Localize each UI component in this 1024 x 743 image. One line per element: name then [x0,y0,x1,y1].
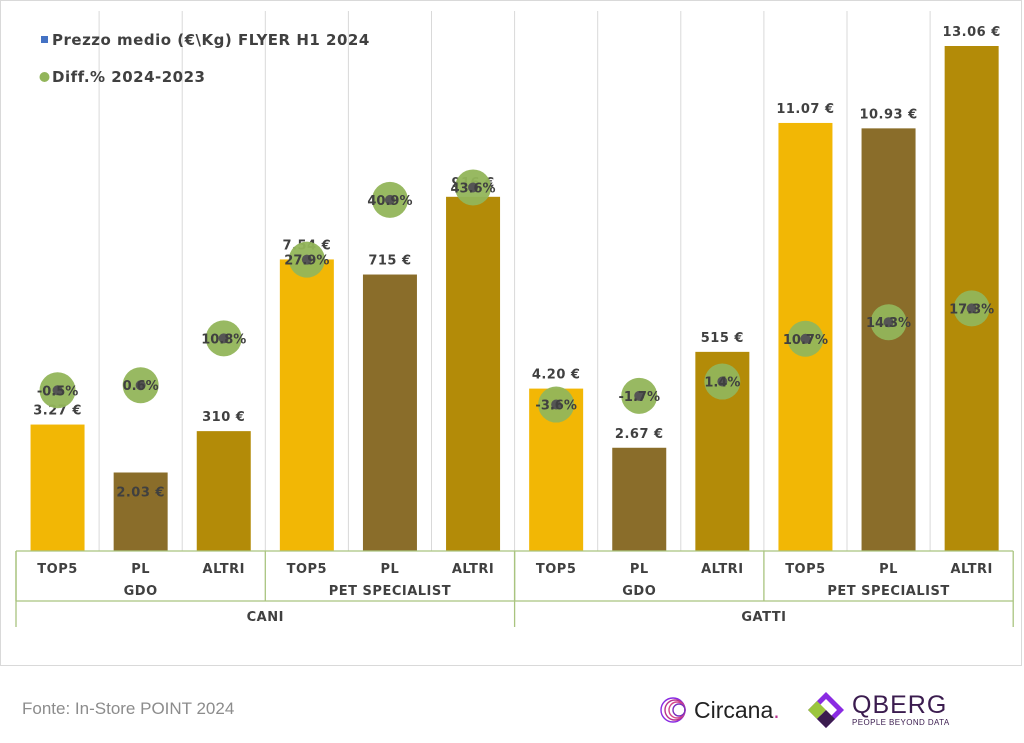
bar-value-label: 3.27 € [33,404,82,419]
diff-marker-label: 43.6% [450,181,495,196]
diff-marker-label: 0.6% [123,379,159,394]
channel-group-label: GDO [124,584,158,599]
diff-marker-label: -3.6% [535,399,576,414]
bar [279,259,334,551]
category-tick-label: TOP5 [37,562,78,577]
diff-marker-dot [634,390,645,401]
chart-frame: 3.27 €2.03 €310 €7.54 €715 €916 €4.20 €2… [0,0,1022,666]
bar-value-label: 310 € [202,410,245,425]
category-tick-label: ALTRI [203,562,245,577]
category-tick-label: ALTRI [701,562,743,577]
diff-marker-dot [52,385,63,396]
diff-marker-dot [717,376,728,387]
category-tick-label: TOP5 [785,562,826,577]
category-tick-label: ALTRI [452,562,494,577]
circana-dot: . [773,696,780,723]
bar [612,447,667,551]
species-group-label: CANI [247,610,284,625]
bar-chart: 3.27 €2.03 €310 €7.54 €715 €916 €4.20 €2… [15,11,1014,627]
bar [30,424,85,551]
category-tick-label: PL [630,562,649,577]
diff-marker-label: 10.8% [201,332,246,347]
diff-marker-dot [800,333,811,344]
bar-value-label: 515 € [701,331,744,346]
category-tick-label: TOP5 [287,562,328,577]
diff-marker-dot [468,182,479,193]
channel-group-label: PET SPECIALIST [827,584,949,599]
diff-marker-dot [135,380,146,391]
bar [446,196,501,551]
category-tick-label: ALTRI [950,562,992,577]
category-tick-label: TOP5 [536,562,577,577]
legend-label: Prezzo medio (€\Kg) FLYER H1 2024 [52,31,370,49]
diff-marker-label: 10.7% [783,333,828,348]
qberg-words: QBERG PEOPLE BEYOND DATA [852,690,950,728]
bar-value-label: 4.20 € [532,368,581,383]
category-tick-label: PL [131,562,150,577]
diff-marker-dot [966,303,977,314]
bar [196,431,251,551]
qberg-wordmark: QBERG [852,690,948,719]
diff-marker-label: -1.7% [619,390,660,405]
bar-value-label: 715 € [368,254,411,269]
bar-value-label: 10.93 € [859,107,917,122]
diff-marker-label: 27.9% [284,254,329,269]
channel-group-label: GDO [622,584,656,599]
diff-marker-dot [384,194,395,205]
diff-marker-dot [883,317,894,328]
circana-mark-icon [660,697,686,723]
bar-value-label: 2.03 € [116,486,165,501]
category-tick-label: PL [381,562,400,577]
channel-group-label: PET SPECIALIST [329,584,451,599]
diff-marker-dot [551,399,562,410]
diff-marker-dot [218,333,229,344]
qberg-mark-icon [808,692,844,728]
circana-logo: Circana. [660,690,780,730]
diff-marker-label: -0.5% [37,384,78,399]
source-note: Fonte: In-Store POINT 2024 [22,699,235,718]
qberg-logo: QBERG PEOPLE BEYOND DATA [806,688,950,732]
category-tick-label: PL [879,562,898,577]
qberg-tagline: PEOPLE BEYOND DATA [852,717,950,727]
diff-marker-label: 14.3% [866,316,911,331]
diff-marker-label: 17.3% [949,302,994,317]
bar-value-label: 13.06 € [943,25,1001,40]
bar-value-label: 2.67 € [615,427,664,442]
legend-swatch-circle [39,72,50,82]
diff-marker-label: 40.9% [367,194,412,209]
bar-value-label: 11.07 € [776,102,834,117]
bar [113,472,168,551]
legend-label: Diff.% 2024-2023 [52,68,206,86]
species-group-label: GATTI [741,610,786,625]
legend-swatch-square [41,36,48,43]
bar [362,274,417,551]
diff-marker-dot [301,254,312,265]
circana-wordmark: Circana [694,696,774,723]
diff-marker-label: 1.4% [704,376,740,391]
